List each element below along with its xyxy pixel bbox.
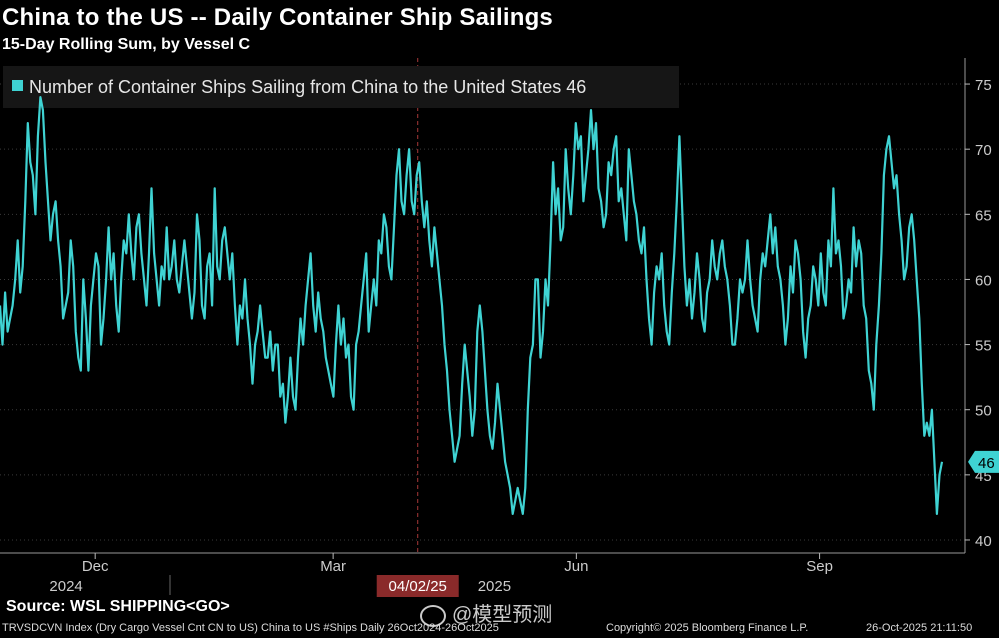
x-axis-ticks: Dec Mar Jun Sep 2024 2025 bbox=[49, 553, 833, 595]
y-tick-label: 65 bbox=[975, 207, 992, 224]
chart-title: China to the US -- Daily Container Ship … bbox=[2, 4, 553, 31]
weibo-icon bbox=[420, 604, 446, 627]
chart-subtitle: 15-Day Rolling Sum, by Vessel C bbox=[2, 36, 251, 53]
x-tick-label: Mar bbox=[320, 558, 346, 575]
y-tick-label: 55 bbox=[975, 338, 992, 355]
grid-lines bbox=[0, 83, 965, 541]
last-value-tag bbox=[968, 450, 999, 473]
copyright: Copyright© 2025 Bloomberg Finance L.P. bbox=[606, 622, 809, 634]
watermark-text: @模型预测 bbox=[452, 604, 553, 626]
timestamp: 26-Oct-2025 21:11:50 bbox=[866, 622, 973, 634]
event-marker-box bbox=[376, 575, 459, 597]
y-tick-label: 70 bbox=[975, 142, 992, 159]
x-tick-label: Dec bbox=[82, 558, 109, 575]
last-value-label: 46 bbox=[978, 455, 995, 472]
index-description: TRVSDCVN Index (Dry Cargo Vessel Cnt CN … bbox=[2, 622, 499, 634]
legend-label: Number of Container Ships Sailing from C… bbox=[29, 77, 586, 97]
x-tick-label: Jun bbox=[564, 558, 588, 575]
legend-box bbox=[3, 66, 679, 108]
event-marker-label: 04/02/25 bbox=[389, 578, 447, 595]
y-tick-label: 75 bbox=[975, 77, 992, 94]
y-tick-label: 60 bbox=[975, 272, 992, 289]
watermark: @模型预测 bbox=[420, 598, 552, 627]
year-label: 2025 bbox=[478, 578, 511, 595]
legend-swatch bbox=[12, 80, 23, 91]
y-tick-label: 40 bbox=[975, 533, 992, 550]
year-label: 2024 bbox=[49, 578, 82, 595]
x-tick-label: Sep bbox=[806, 558, 833, 575]
series-line bbox=[0, 96, 944, 515]
y-tick-label: 50 bbox=[975, 403, 992, 420]
source-label: Source: WSL SHIPPING<GO> bbox=[6, 598, 230, 615]
